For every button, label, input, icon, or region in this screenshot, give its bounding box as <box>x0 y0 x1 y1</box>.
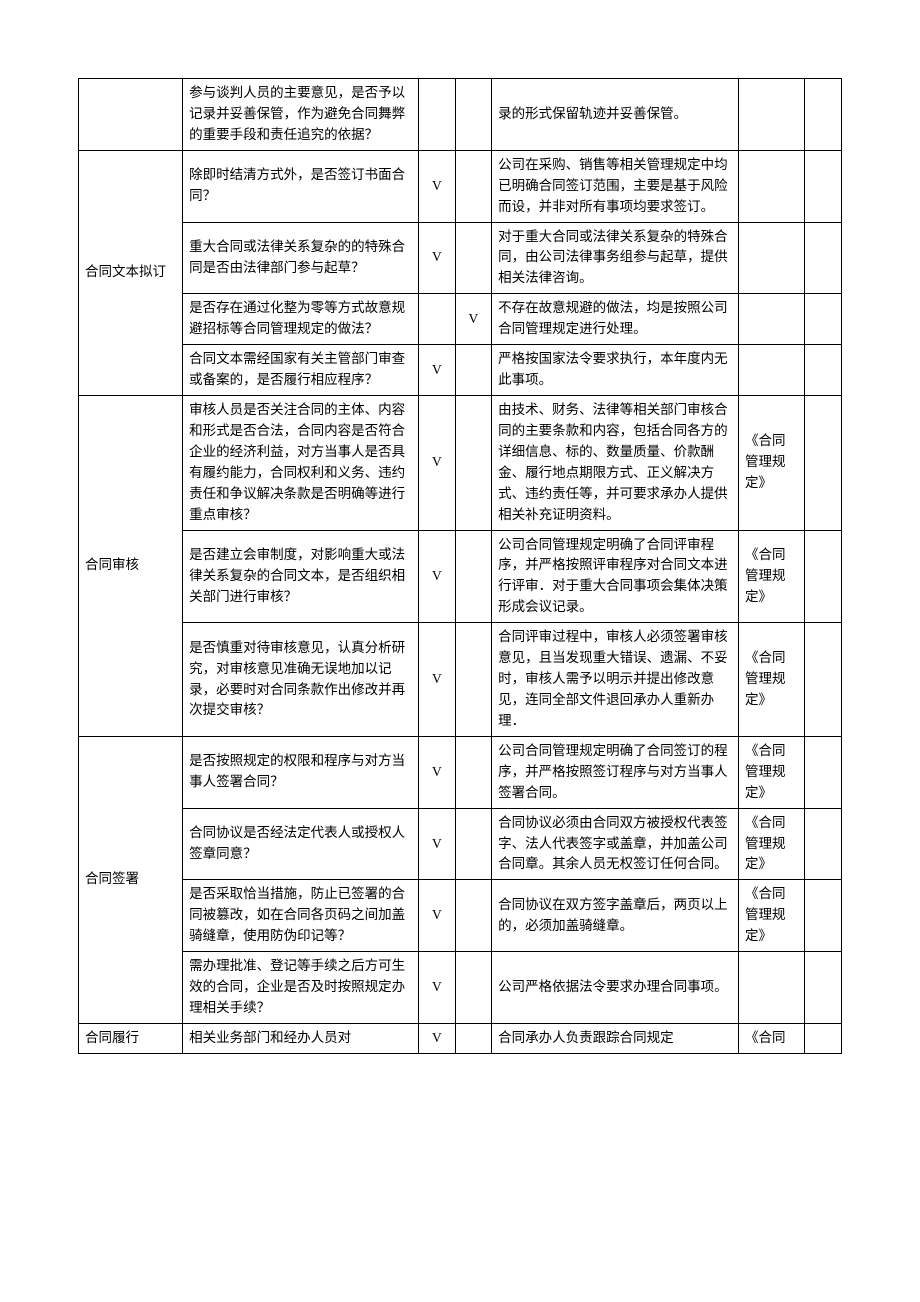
table-cell: 《合同管理规定》 <box>738 395 805 530</box>
check-col-2 <box>455 79 491 151</box>
check-col-2 <box>455 736 491 808</box>
table-row: 合同履行相关业务部门和经办人员对V 合同承办人负责跟踪合同规定《合同 <box>79 1023 842 1053</box>
check-col-2 <box>455 880 491 952</box>
check-col-1: V <box>419 808 455 880</box>
table-cell <box>805 345 842 396</box>
check-col-1: V <box>419 345 455 396</box>
check-col-2 <box>455 395 491 530</box>
check-col-1: V <box>419 530 455 623</box>
table-cell: 合同评审过程中，审核人必须签署审核意见，且当发现重大错误、遗漏、不妥时，审核人需… <box>492 623 739 737</box>
table-cell: 严格按国家法令要求执行，本年度内无此事项。 <box>492 345 739 396</box>
table-row: 是否建立会审制度，对影响重大或法律关系复杂的合同文本，是否组织相关部门进行审核？… <box>79 530 842 623</box>
check-col-1: V <box>419 623 455 737</box>
table-cell <box>805 952 842 1024</box>
check-col-2 <box>455 623 491 737</box>
table-row: 是否采取恰当措施，防止已签署的合同被篡改，如在合同各页码之间加盖骑缝章，使用防伪… <box>79 880 842 952</box>
table-cell: 合同协议是否经法定代表人或授权人签章同意？ <box>183 808 419 880</box>
table-cell <box>805 395 842 530</box>
table-cell <box>805 736 842 808</box>
check-col-1 <box>419 79 455 151</box>
table-row: 需办理批准、登记等手续之后方可生效的合同，企业是否及时按照规定办理相关手续？V公… <box>79 952 842 1024</box>
section-label: 合同签署 <box>79 736 183 1023</box>
table-cell: 《合同管理规定》 <box>738 623 805 737</box>
table-cell: 由技术、财务、法律等相关部门审核合同的主要条款和内容，包括合同各方的详细信息、标… <box>492 395 739 530</box>
section-label: 合同履行 <box>79 1023 183 1053</box>
table-cell: 是否存在通过化整为零等方式故意规避招标等合同管理规定的做法？ <box>183 294 419 345</box>
table-cell <box>805 623 842 737</box>
table-cell <box>805 222 842 294</box>
check-col-2 <box>455 530 491 623</box>
table-row: 合同签署是否按照规定的权限和程序与对方当事人签署合同？V公司合同管理规定明确了合… <box>79 736 842 808</box>
table-row: 是否慎重对待审核意见，认真分析研究，对审核意见准确无误地加以记录，必要时对合同条… <box>79 623 842 737</box>
table-cell <box>805 79 842 151</box>
table-cell: 需办理批准、登记等手续之后方可生效的合同，企业是否及时按照规定办理相关手续？ <box>183 952 419 1024</box>
table-cell: 《合同管理规定》 <box>738 880 805 952</box>
table-cell: 《合同 <box>738 1023 805 1053</box>
table-cell <box>738 294 805 345</box>
section-label: 合同审核 <box>79 395 183 736</box>
table-cell: 合同协议在双方签字盖章后，两页以上的，必须加盖骑缝章。 <box>492 880 739 952</box>
check-col-2 <box>455 222 491 294</box>
table-row: 合同审核审核人员是否关注合同的主体、内容和形式是否合法，合同内容是否符合企业的经… <box>79 395 842 530</box>
check-col-2 <box>455 345 491 396</box>
check-col-2 <box>455 952 491 1024</box>
table-cell: 录的形式保留轨迹并妥善保管。 <box>492 79 739 151</box>
table-cell: 合同文本需经国家有关主管部门审查或备案的，是否履行相应程序？ <box>183 345 419 396</box>
check-col-2: V <box>455 294 491 345</box>
check-col-1: V <box>419 150 455 222</box>
table-cell: 参与谈判人员的主要意见，是否予以记录并妥善保管，作为避免合同舞弊的重要手段和责任… <box>183 79 419 151</box>
table-cell <box>738 345 805 396</box>
table-row: 合同文本拟订除即时结清方式外，是否签订书面合同？V公司在采购、销售等相关管理规定… <box>79 150 842 222</box>
check-col-1: V <box>419 1023 455 1053</box>
table-cell: 公司合同管理规定明确了合同评审程序，并严格按照评审程序对合同文本进行评审．对于重… <box>492 530 739 623</box>
table-cell <box>738 952 805 1024</box>
table-cell <box>805 294 842 345</box>
table-cell: 《合同管理规定》 <box>738 736 805 808</box>
check-col-2 <box>455 1023 491 1053</box>
check-col-1: V <box>419 880 455 952</box>
check-col-1 <box>419 294 455 345</box>
table-row: 是否存在通过化整为零等方式故意规避招标等合同管理规定的做法？ V不存在故意规避的做… <box>79 294 842 345</box>
table-cell <box>805 150 842 222</box>
table-cell: 是否建立会审制度，对影响重大或法律关系复杂的合同文本，是否组织相关部门进行审核？ <box>183 530 419 623</box>
check-col-1: V <box>419 222 455 294</box>
check-col-1: V <box>419 952 455 1024</box>
table-cell: 是否按照规定的权限和程序与对方当事人签署合同？ <box>183 736 419 808</box>
table-cell <box>805 808 842 880</box>
table-cell: 合同协议必须由合同双方被授权代表签字、法人代表签字或盖章，并加盖公司合同章。其余… <box>492 808 739 880</box>
section-label <box>79 79 183 151</box>
table-cell: 重大合同或法律关系复杂的的特殊合同是否由法律部门参与起草？ <box>183 222 419 294</box>
table-cell: 是否慎重对待审核意见，认真分析研究，对审核意见准确无误地加以记录，必要时对合同条… <box>183 623 419 737</box>
section-label: 合同文本拟订 <box>79 150 183 395</box>
table-cell: 对于重大合同或法律关系复杂的特殊合同，由公司法律事务组参与起草，提供相关法律咨询… <box>492 222 739 294</box>
table-row: 参与谈判人员的主要意见，是否予以记录并妥善保管，作为避免合同舞弊的重要手段和责任… <box>79 79 842 151</box>
table-cell: 公司合同管理规定明确了合同签订的程序，并严格按照签订程序与对方当事人签署合同。 <box>492 736 739 808</box>
table-cell: 公司严格依据法令要求办理合同事项。 <box>492 952 739 1024</box>
check-col-2 <box>455 808 491 880</box>
table-row: 合同文本需经国家有关主管部门审查或备案的，是否履行相应程序？V 严格按国家法令要求… <box>79 345 842 396</box>
table-cell <box>805 530 842 623</box>
table-cell <box>738 222 805 294</box>
check-col-1: V <box>419 736 455 808</box>
table-cell <box>805 880 842 952</box>
table-row: 重大合同或法律关系复杂的的特殊合同是否由法律部门参与起草？V 对于重大合同或法律关… <box>79 222 842 294</box>
table-cell: 《合同管理规定》 <box>738 808 805 880</box>
contract-table: 参与谈判人员的主要意见，是否予以记录并妥善保管，作为避免合同舞弊的重要手段和责任… <box>78 78 842 1054</box>
table-cell: 公司在采购、销售等相关管理规定中均已明确合同签订范围，主要是基于风险而设，并非对… <box>492 150 739 222</box>
check-col-1: V <box>419 395 455 530</box>
table-row: 合同协议是否经法定代表人或授权人签章同意？V 合同协议必须由合同双方被授权代表签字… <box>79 808 842 880</box>
table-cell <box>805 1023 842 1053</box>
table-cell: 审核人员是否关注合同的主体、内容和形式是否合法，合同内容是否符合企业的经济利益，… <box>183 395 419 530</box>
table-cell: 相关业务部门和经办人员对 <box>183 1023 419 1053</box>
table-cell: 《合同管理规定》 <box>738 530 805 623</box>
check-col-2 <box>455 150 491 222</box>
table-cell: 合同承办人负责跟踪合同规定 <box>492 1023 739 1053</box>
table-cell: 不存在故意规避的做法，均是按照公司合同管理规定进行处理。 <box>492 294 739 345</box>
table-cell <box>738 79 805 151</box>
table-cell <box>738 150 805 222</box>
table-cell: 是否采取恰当措施，防止已签署的合同被篡改，如在合同各页码之间加盖骑缝章，使用防伪… <box>183 880 419 952</box>
table-cell: 除即时结清方式外，是否签订书面合同？ <box>183 150 419 222</box>
